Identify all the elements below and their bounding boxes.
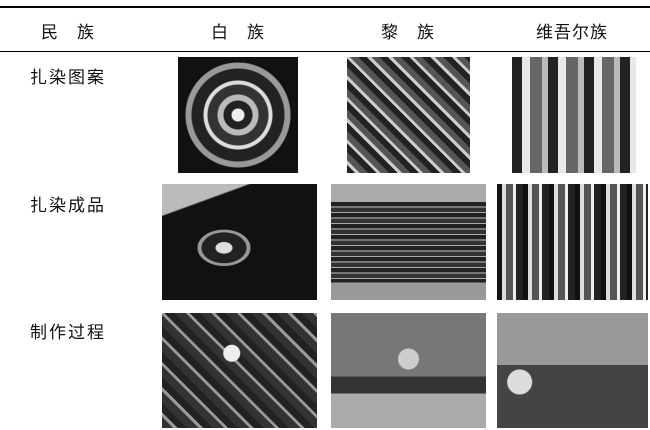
top-rule (0, 6, 650, 8)
photo (178, 57, 298, 173)
photo (162, 313, 317, 428)
column-header: 维吾尔族 (536, 23, 608, 43)
photo (162, 184, 317, 300)
row-label: 制作过程 (30, 323, 106, 343)
photo (497, 184, 648, 300)
row-label: 扎染图案 (30, 68, 106, 88)
row-label: 扎染成品 (30, 196, 106, 216)
photo (497, 313, 648, 428)
column-header: 民 族 (41, 23, 95, 43)
photo (347, 57, 470, 173)
photo (331, 184, 486, 300)
header-rule (0, 51, 650, 52)
column-header: 黎 族 (381, 23, 435, 43)
photo (512, 57, 636, 173)
photo (331, 313, 486, 428)
column-header: 白 族 (211, 23, 265, 43)
